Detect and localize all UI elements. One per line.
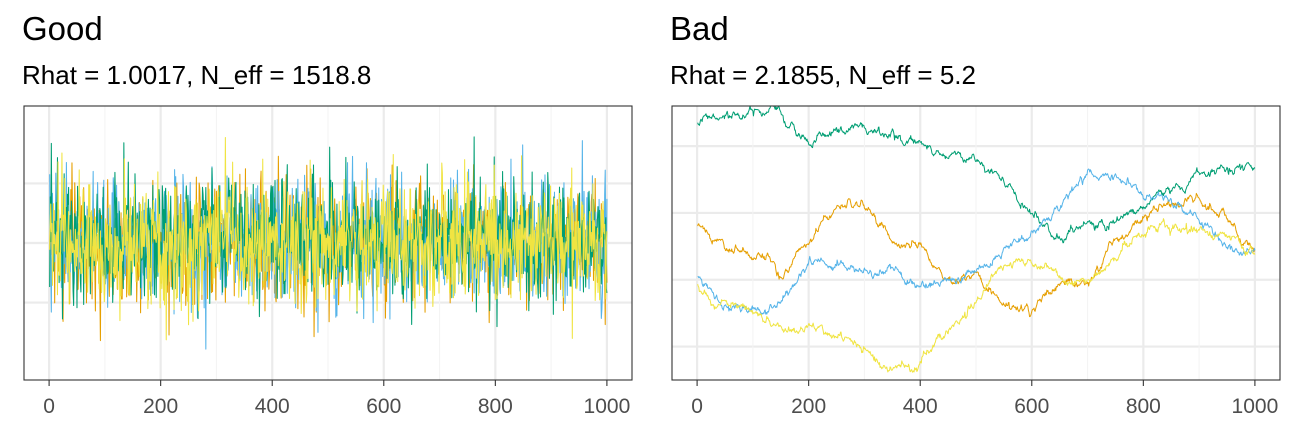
plot-border <box>671 105 1281 381</box>
x-tick-label: 200 <box>791 395 826 418</box>
x-tick-label: 400 <box>903 395 938 418</box>
x-tick-label: 1000 <box>584 395 631 418</box>
panel-title: Good <box>22 10 103 47</box>
series-line <box>49 137 608 341</box>
chart-panel-bad: Bad Rhat = 2.1855, N_eff = 5.2 0 200 400 60… <box>670 0 1282 432</box>
trace-plot: 0 200 400 600 800 1000 <box>23 105 633 418</box>
chart-panel-good: Good Rhat = 1.0017, N_eff = 1518.8 0 200 4… <box>22 0 634 432</box>
panel-subtitle: Rhat = 2.1855, N_eff = 5.2 <box>670 60 976 90</box>
x-tick-label: 800 <box>1126 395 1161 418</box>
plot-border <box>23 105 633 381</box>
series-line <box>697 168 1256 315</box>
panel-title: Bad <box>670 10 729 47</box>
x-tick-label: 0 <box>691 395 703 418</box>
trace-plot: 0 200 400 600 800 1000 <box>671 105 1281 418</box>
x-tick-label: 400 <box>255 395 290 418</box>
series-layer <box>697 106 1256 373</box>
grid-layer <box>672 106 1280 380</box>
x-tick-label: 1000 <box>1232 395 1279 418</box>
series-line <box>697 218 1256 373</box>
x-tick-label: 200 <box>143 395 178 418</box>
x-tick-label: 800 <box>478 395 513 418</box>
x-tick-label: 0 <box>43 395 55 418</box>
x-tick-label: 600 <box>1014 395 1049 418</box>
panel-subtitle: Rhat = 1.0017, N_eff = 1518.8 <box>22 60 372 90</box>
series-layer <box>49 136 608 350</box>
x-tick-label: 600 <box>366 395 401 418</box>
series-line <box>697 192 1256 318</box>
